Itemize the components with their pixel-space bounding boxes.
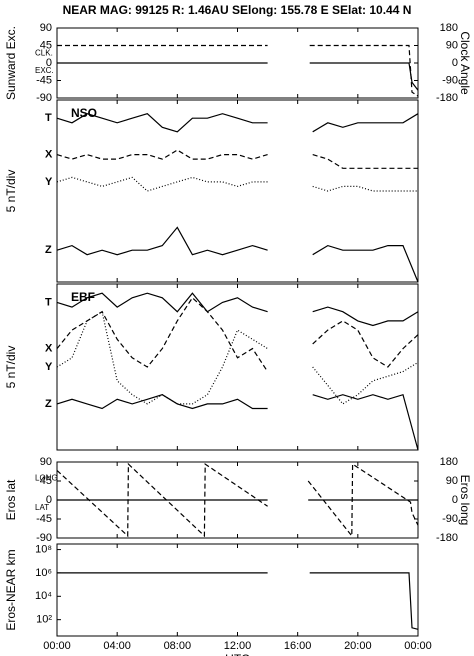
series-name: Z	[45, 398, 52, 410]
y2-tick-label: -90	[442, 513, 458, 525]
x-tick-label: 12:00	[224, 640, 252, 652]
chart-title: NEAR MAG: 99125 R: 1.46AU SElong: 155.78…	[63, 3, 412, 17]
series-line	[56, 149, 418, 169]
y-tick-label: -90	[36, 92, 52, 104]
x-tick-label: 20:00	[344, 640, 372, 652]
panel-frame	[56, 99, 419, 283]
y2-axis-label: Clock Angle	[458, 31, 472, 95]
panel-frame	[56, 543, 419, 637]
x-axis-label: UTC	[225, 652, 250, 656]
y2-tick-label: -90	[442, 74, 458, 86]
panel-frame	[56, 283, 419, 451]
y-axis-label: 5 nT/div	[4, 170, 18, 213]
series-name: Y	[45, 176, 53, 188]
series-line	[57, 572, 419, 630]
y2-tick-label: 0	[452, 57, 458, 69]
series-line	[56, 296, 419, 372]
series-name: LAT	[35, 503, 49, 512]
x-tick-label: 00:00	[43, 640, 71, 652]
panel-label: NSO	[71, 106, 97, 120]
series-name: LONG	[35, 474, 58, 483]
y-tick-label: 10⁸	[35, 543, 52, 555]
x-tick-label: 00:00	[404, 640, 432, 652]
y2-axis-label: Eros long	[458, 475, 472, 526]
y-tick-label: -45	[36, 513, 52, 525]
series-name: T	[45, 296, 52, 308]
x-tick-label: 04:00	[103, 640, 131, 652]
y-axis-label: 5 nT/div	[4, 346, 18, 389]
y2-tick-label: -180	[436, 532, 458, 544]
y2-tick-label: 90	[446, 39, 458, 51]
y-axis-label: Sunward Exc.	[4, 26, 18, 100]
y-tick-label: 10⁴	[35, 590, 52, 602]
series-line	[56, 292, 419, 327]
x-tick-label: 08:00	[164, 640, 192, 652]
y-tick-label: 0	[46, 57, 52, 69]
series-line	[56, 113, 419, 133]
series-name: Z	[45, 244, 52, 256]
series-line	[56, 226, 419, 283]
y2-tick-label: 180	[440, 456, 458, 468]
y-tick-label: 45	[40, 39, 52, 51]
series-line	[57, 44, 419, 97]
series-name: X	[45, 342, 53, 354]
panel-label: EBF	[71, 290, 95, 304]
series-name: Y	[45, 361, 53, 373]
y2-tick-label: 180	[440, 22, 458, 34]
series-name: EXC.	[35, 66, 54, 75]
y-tick-label: 10²	[36, 614, 52, 626]
y-tick-label: -45	[36, 74, 52, 86]
y-axis-label: Eros-NEAR km	[4, 549, 18, 630]
y-axis-label: Eros lat	[4, 479, 18, 520]
series-line	[56, 176, 418, 192]
y-tick-label: -90	[36, 532, 52, 544]
y2-tick-label: 90	[446, 475, 458, 487]
series-line	[56, 393, 419, 451]
y-tick-label: 10⁶	[35, 567, 52, 579]
series-line	[57, 62, 419, 91]
y2-tick-label: -180	[436, 92, 458, 104]
series-name: T	[45, 112, 52, 124]
series-name: X	[45, 149, 53, 161]
y-tick-label: 90	[40, 456, 52, 468]
y-tick-label: 0	[46, 494, 52, 506]
series-name: CLK.	[35, 49, 53, 58]
y2-tick-label: 0	[452, 494, 458, 506]
x-tick-label: 16:00	[284, 640, 312, 652]
y-tick-label: 90	[40, 22, 52, 34]
y-tick-label: 45	[40, 475, 52, 487]
